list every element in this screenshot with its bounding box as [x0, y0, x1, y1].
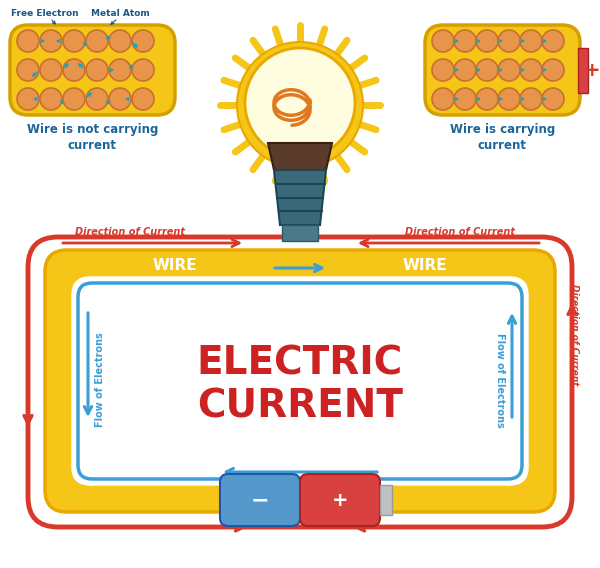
Circle shape: [476, 88, 498, 110]
Circle shape: [454, 88, 476, 110]
Text: WIRE: WIRE: [403, 257, 448, 273]
Circle shape: [17, 88, 39, 110]
Circle shape: [132, 59, 154, 81]
Text: +: +: [584, 61, 600, 80]
Circle shape: [109, 88, 131, 110]
Bar: [578, 48, 588, 93]
Circle shape: [63, 30, 85, 52]
Circle shape: [520, 30, 542, 52]
Circle shape: [40, 88, 62, 110]
Circle shape: [63, 59, 85, 81]
Circle shape: [86, 59, 108, 81]
FancyBboxPatch shape: [220, 474, 300, 526]
Circle shape: [109, 30, 131, 52]
Polygon shape: [274, 170, 326, 225]
Text: Direction of Current: Direction of Current: [571, 284, 580, 386]
Circle shape: [498, 30, 520, 52]
Circle shape: [454, 30, 476, 52]
Circle shape: [476, 59, 498, 81]
Text: +: +: [332, 491, 348, 509]
Circle shape: [520, 88, 542, 110]
Bar: [282, 225, 318, 241]
Text: WIRE: WIRE: [152, 257, 197, 273]
Circle shape: [498, 59, 520, 81]
Text: Flow of Electrons: Flow of Electrons: [95, 333, 105, 427]
Circle shape: [245, 48, 355, 158]
Circle shape: [432, 30, 454, 52]
FancyBboxPatch shape: [300, 474, 380, 526]
Circle shape: [109, 59, 131, 81]
Circle shape: [454, 59, 476, 81]
Text: Free Electron: Free Electron: [11, 9, 79, 18]
Text: Wire is not carrying
current: Wire is not carrying current: [27, 123, 158, 152]
Circle shape: [40, 30, 62, 52]
FancyBboxPatch shape: [10, 25, 175, 115]
Circle shape: [542, 88, 564, 110]
Circle shape: [520, 59, 542, 81]
Circle shape: [432, 88, 454, 110]
Circle shape: [542, 59, 564, 81]
Circle shape: [237, 42, 363, 168]
Bar: [380, 486, 392, 515]
Text: Direction of Current: Direction of Current: [405, 227, 515, 237]
Text: −: −: [251, 490, 269, 510]
Circle shape: [86, 30, 108, 52]
FancyBboxPatch shape: [425, 25, 580, 115]
FancyBboxPatch shape: [72, 277, 528, 485]
Circle shape: [40, 59, 62, 81]
Polygon shape: [268, 143, 332, 170]
Text: Wire is carrying
current: Wire is carrying current: [450, 123, 555, 152]
FancyBboxPatch shape: [45, 250, 555, 512]
Circle shape: [86, 88, 108, 110]
Text: Flow of Electrons: Flow of Electrons: [495, 333, 505, 427]
Circle shape: [132, 88, 154, 110]
Circle shape: [432, 59, 454, 81]
Circle shape: [17, 59, 39, 81]
Text: Metal Atom: Metal Atom: [91, 9, 149, 18]
Circle shape: [17, 30, 39, 52]
Circle shape: [132, 30, 154, 52]
Circle shape: [63, 88, 85, 110]
Circle shape: [542, 30, 564, 52]
Text: Direction of Current: Direction of Current: [75, 227, 185, 237]
Circle shape: [498, 88, 520, 110]
Circle shape: [476, 30, 498, 52]
Text: ELECTRIC
CURRENT: ELECTRIC CURRENT: [197, 345, 403, 425]
